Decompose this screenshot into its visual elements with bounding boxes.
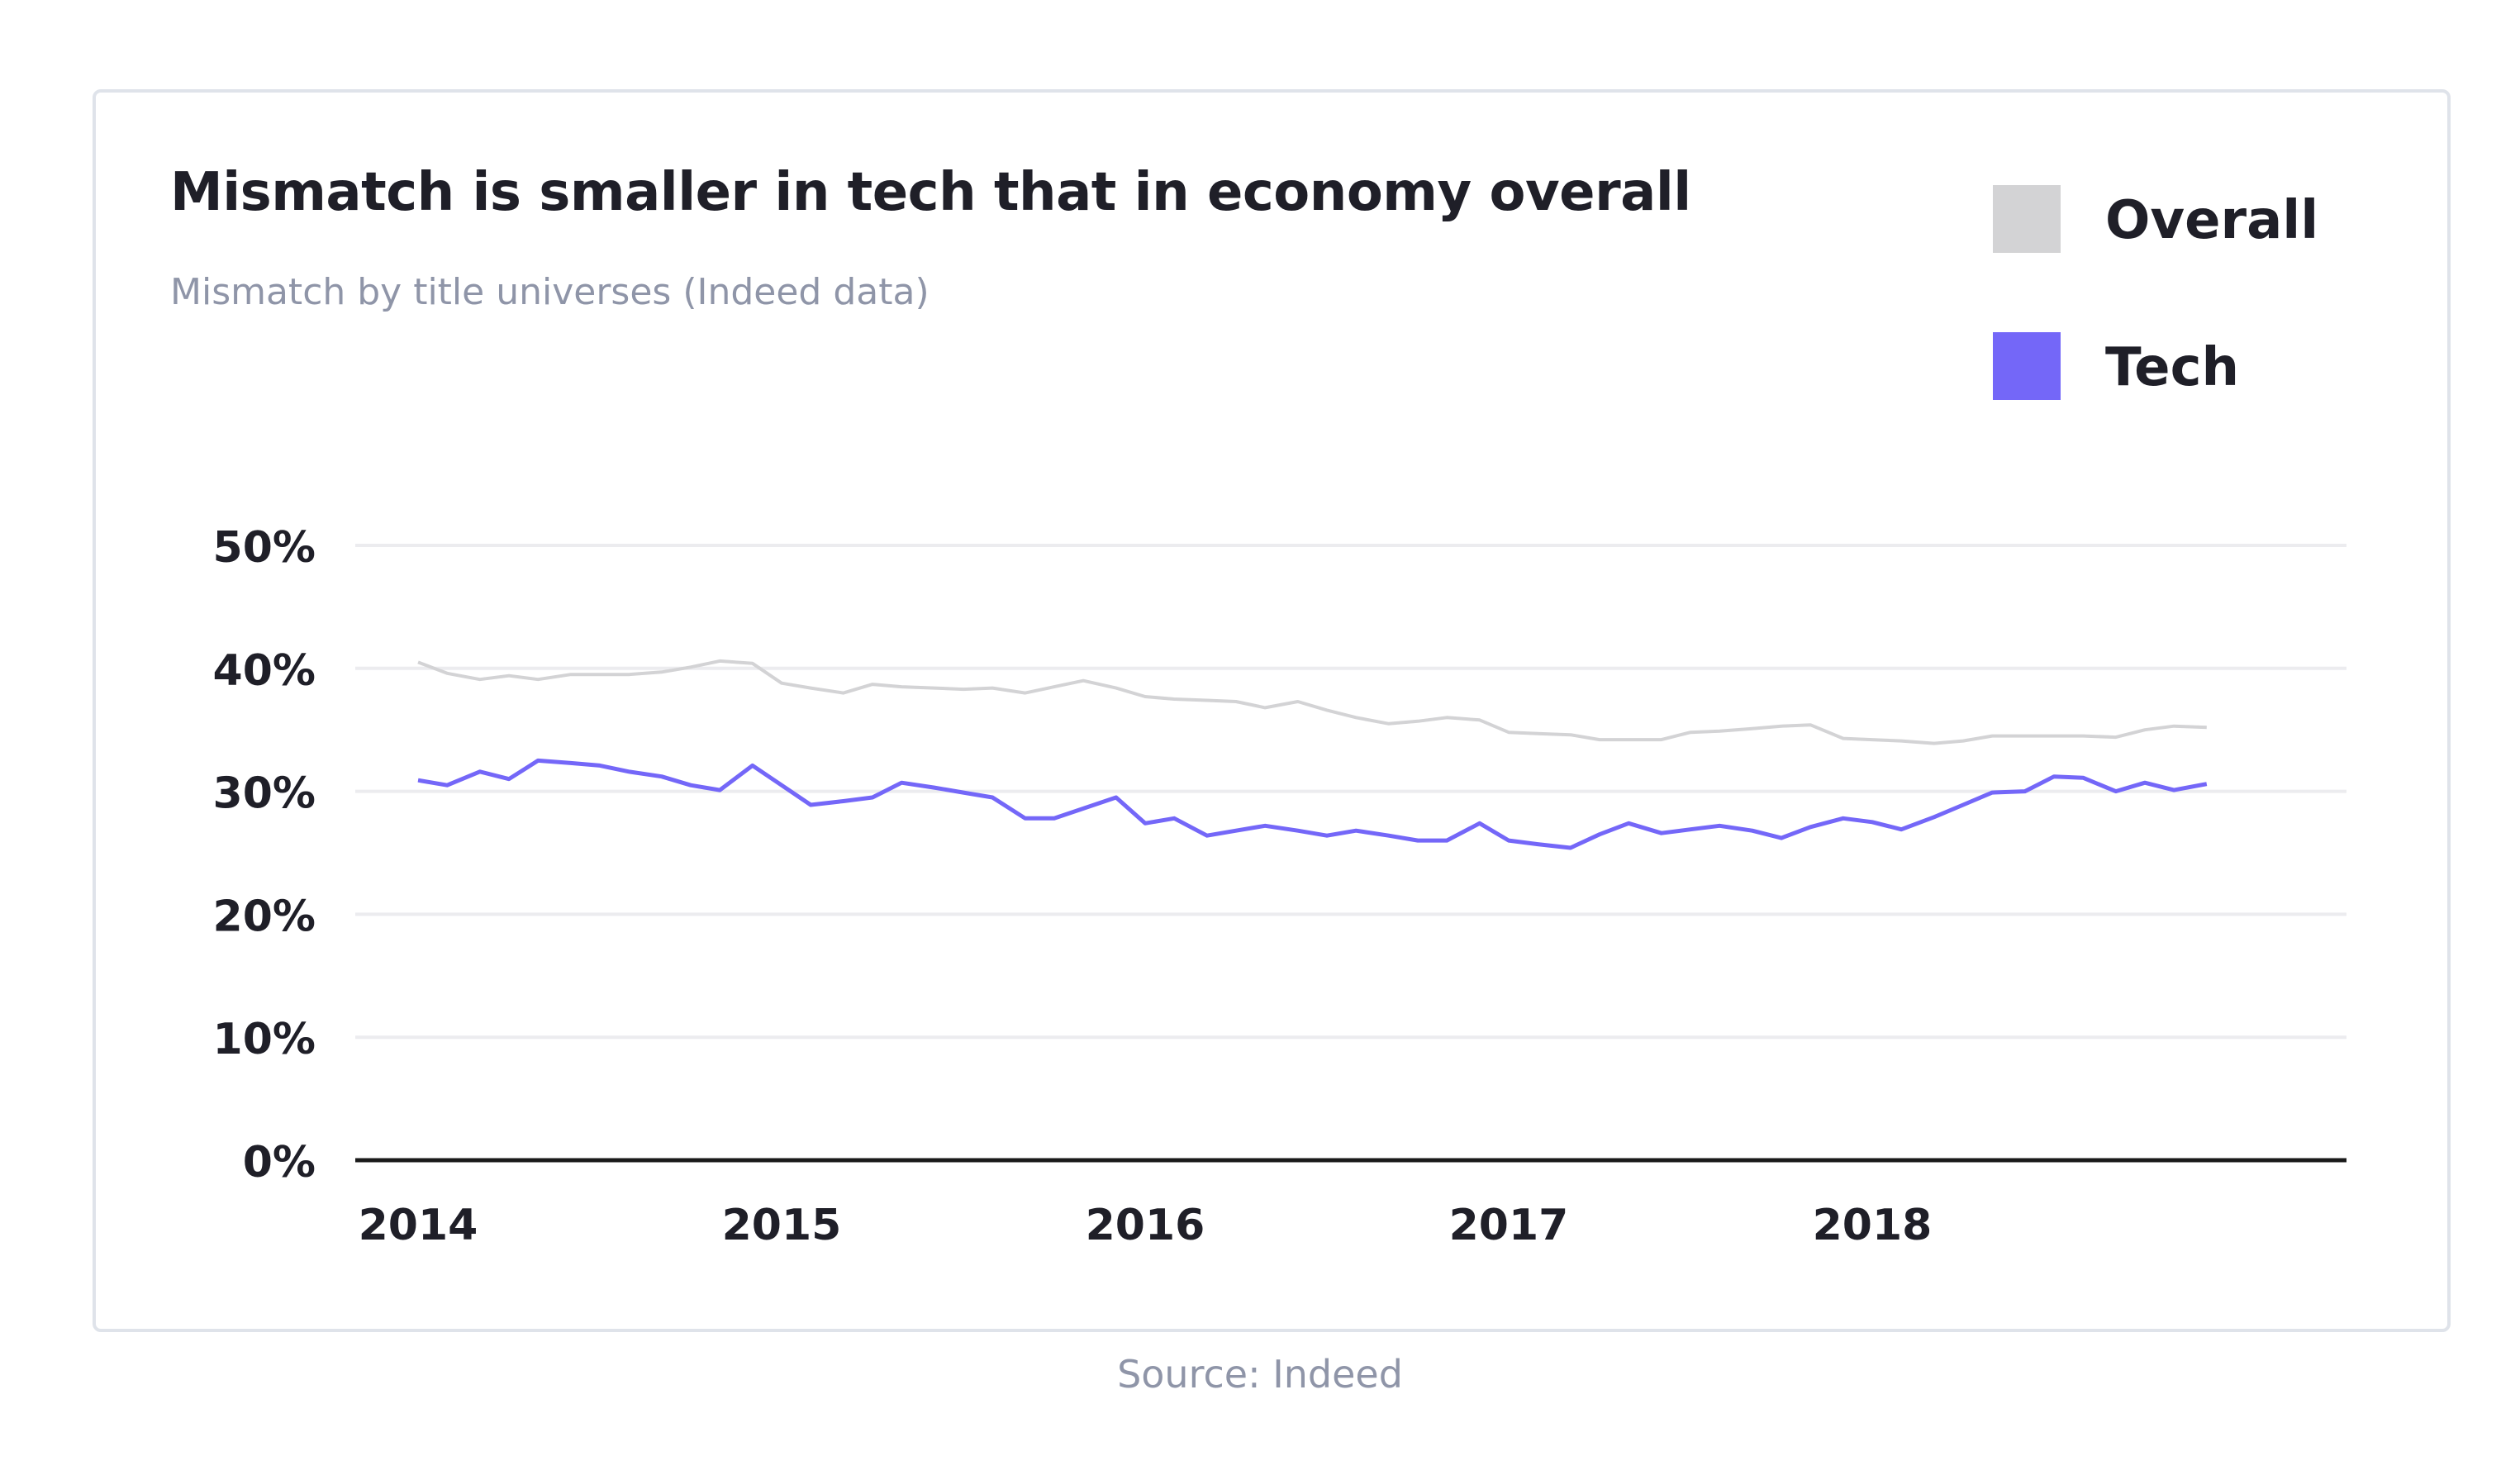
x-tick-label: 2018 xyxy=(1813,1201,1933,1250)
x-tick-label: 2017 xyxy=(1449,1201,1569,1250)
x-tick-label: 2015 xyxy=(722,1201,842,1250)
source-note: Source: Indeed xyxy=(1117,1352,1403,1397)
y-tick-label: 40% xyxy=(213,646,316,696)
series-line-tech xyxy=(417,758,2208,850)
x-tick-label: 2014 xyxy=(359,1201,478,1250)
y-tick-label: 10% xyxy=(213,1015,316,1064)
legend-swatch-tech xyxy=(1993,332,2061,400)
y-tick-label: 30% xyxy=(213,769,316,819)
x-tick-label: 2016 xyxy=(1086,1201,1205,1250)
chart-title: Mismatch is smaller in tech that in econ… xyxy=(170,162,1691,223)
y-tick-label: 0% xyxy=(243,1138,316,1187)
legend-label-tech: Tech xyxy=(2105,337,2240,398)
chart-subtitle: Mismatch by title universes (Indeed data… xyxy=(170,271,930,313)
y-tick-label: 20% xyxy=(213,892,316,941)
legend-label-overall: Overall xyxy=(2105,190,2319,251)
legend-swatch-overall xyxy=(1993,185,2061,253)
y-tick-label: 50% xyxy=(213,523,316,573)
series-line-overall xyxy=(417,659,2207,745)
chart-card xyxy=(93,89,2451,1332)
